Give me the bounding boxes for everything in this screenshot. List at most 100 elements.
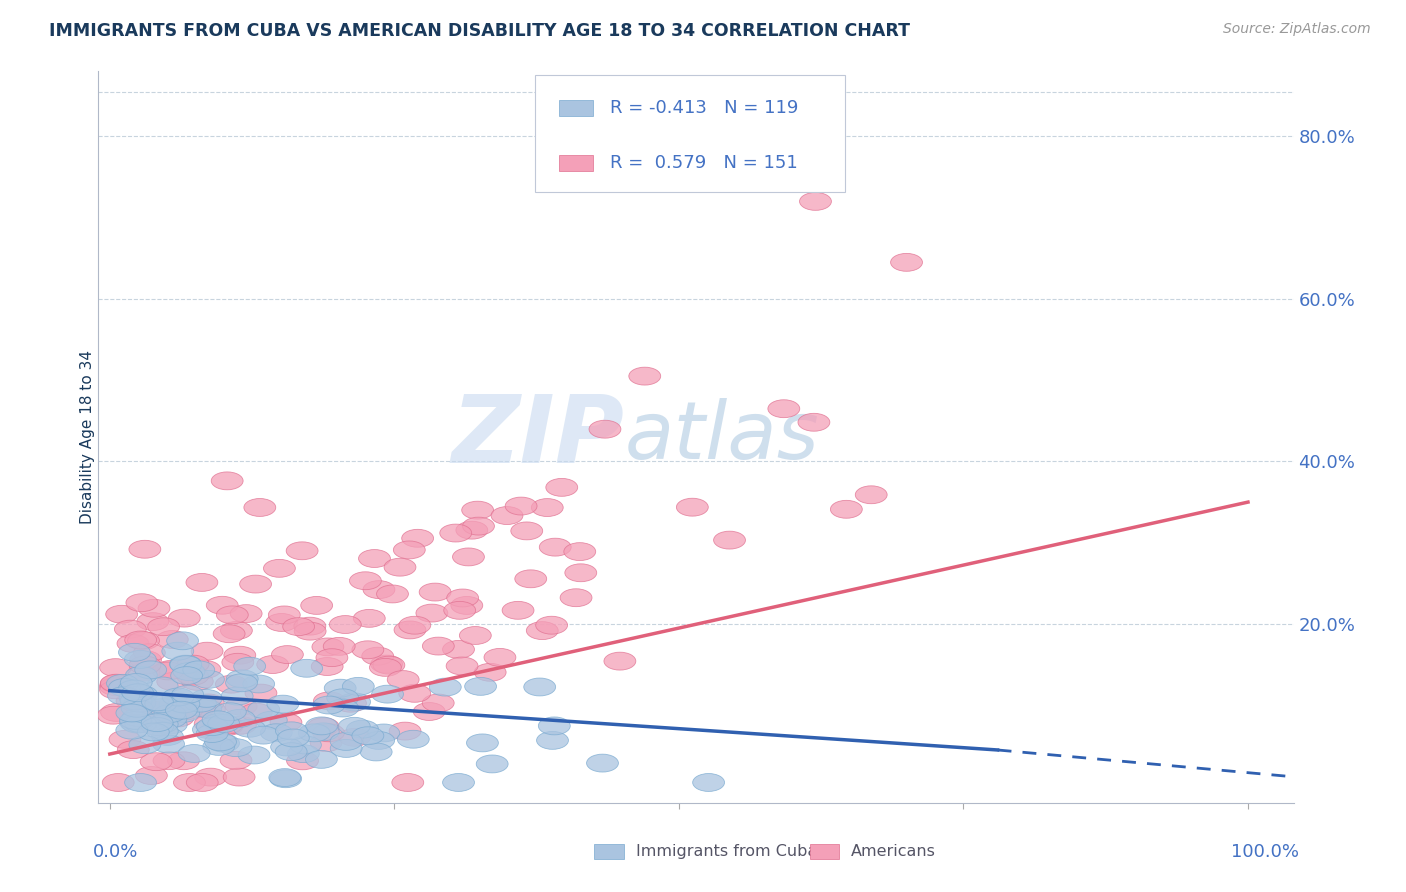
Ellipse shape <box>800 193 831 211</box>
Ellipse shape <box>97 706 129 724</box>
Ellipse shape <box>502 601 534 619</box>
Ellipse shape <box>402 529 433 547</box>
Ellipse shape <box>125 631 156 648</box>
Ellipse shape <box>208 714 239 732</box>
Ellipse shape <box>221 751 252 769</box>
Ellipse shape <box>287 752 319 770</box>
Ellipse shape <box>474 664 506 681</box>
Ellipse shape <box>440 524 471 542</box>
Ellipse shape <box>141 714 173 731</box>
Ellipse shape <box>118 643 150 661</box>
Ellipse shape <box>799 413 830 431</box>
Ellipse shape <box>222 653 253 671</box>
Ellipse shape <box>100 674 132 693</box>
Ellipse shape <box>224 646 256 665</box>
Ellipse shape <box>125 714 156 732</box>
Ellipse shape <box>416 604 447 622</box>
Ellipse shape <box>330 732 361 750</box>
Ellipse shape <box>117 692 148 710</box>
Ellipse shape <box>217 606 249 624</box>
Ellipse shape <box>221 622 252 640</box>
Ellipse shape <box>464 677 496 696</box>
Ellipse shape <box>294 623 326 640</box>
Ellipse shape <box>352 640 384 658</box>
Ellipse shape <box>129 651 162 669</box>
Ellipse shape <box>546 478 578 496</box>
Ellipse shape <box>256 711 287 730</box>
Ellipse shape <box>855 486 887 504</box>
FancyBboxPatch shape <box>558 154 593 171</box>
Ellipse shape <box>226 670 259 688</box>
Ellipse shape <box>335 694 367 712</box>
Ellipse shape <box>105 606 138 624</box>
Ellipse shape <box>605 652 636 670</box>
Ellipse shape <box>565 564 596 582</box>
Ellipse shape <box>270 714 302 731</box>
Ellipse shape <box>263 559 295 577</box>
Ellipse shape <box>270 770 302 788</box>
Ellipse shape <box>108 687 139 705</box>
Ellipse shape <box>194 714 226 732</box>
Ellipse shape <box>118 680 150 698</box>
Ellipse shape <box>308 718 339 736</box>
Text: IMMIGRANTS FROM CUBA VS AMERICAN DISABILITY AGE 18 TO 34 CORRELATION CHART: IMMIGRANTS FROM CUBA VS AMERICAN DISABIL… <box>49 22 910 40</box>
Text: Americans: Americans <box>852 845 936 859</box>
Ellipse shape <box>184 698 215 716</box>
Ellipse shape <box>373 657 405 674</box>
Ellipse shape <box>329 615 361 633</box>
Ellipse shape <box>125 773 156 791</box>
Ellipse shape <box>148 698 179 716</box>
Ellipse shape <box>224 709 254 727</box>
Ellipse shape <box>311 734 342 752</box>
Ellipse shape <box>363 731 395 749</box>
Ellipse shape <box>190 690 222 707</box>
Ellipse shape <box>233 657 266 675</box>
Ellipse shape <box>167 695 200 713</box>
Ellipse shape <box>515 570 547 588</box>
Ellipse shape <box>271 738 302 756</box>
Ellipse shape <box>135 661 167 679</box>
Ellipse shape <box>207 597 238 615</box>
Ellipse shape <box>564 542 596 560</box>
Ellipse shape <box>141 753 172 771</box>
Ellipse shape <box>536 616 568 634</box>
Ellipse shape <box>676 499 709 516</box>
Ellipse shape <box>211 716 243 734</box>
Ellipse shape <box>693 773 724 791</box>
Ellipse shape <box>181 673 214 690</box>
Ellipse shape <box>194 700 225 718</box>
Ellipse shape <box>167 632 198 649</box>
Ellipse shape <box>389 723 420 740</box>
Ellipse shape <box>233 719 266 737</box>
Ellipse shape <box>238 746 270 764</box>
Ellipse shape <box>214 624 245 642</box>
Ellipse shape <box>271 646 304 664</box>
Ellipse shape <box>463 517 495 535</box>
Text: 0.0%: 0.0% <box>93 843 138 861</box>
Ellipse shape <box>312 723 344 742</box>
Ellipse shape <box>157 673 188 690</box>
Ellipse shape <box>339 693 371 711</box>
Ellipse shape <box>129 736 160 754</box>
Ellipse shape <box>311 657 343 675</box>
Ellipse shape <box>243 499 276 516</box>
Ellipse shape <box>155 660 187 679</box>
Ellipse shape <box>107 674 138 692</box>
Ellipse shape <box>166 701 197 719</box>
Ellipse shape <box>153 735 184 753</box>
Ellipse shape <box>287 541 318 560</box>
Ellipse shape <box>461 501 494 519</box>
Ellipse shape <box>443 773 474 791</box>
Ellipse shape <box>443 640 474 658</box>
Ellipse shape <box>314 692 346 710</box>
Ellipse shape <box>360 743 392 761</box>
Ellipse shape <box>540 538 571 556</box>
Ellipse shape <box>524 678 555 696</box>
Ellipse shape <box>138 723 169 741</box>
Ellipse shape <box>100 674 132 692</box>
Text: Source: ZipAtlas.com: Source: ZipAtlas.com <box>1223 22 1371 37</box>
Ellipse shape <box>269 769 301 787</box>
Ellipse shape <box>330 739 363 757</box>
Ellipse shape <box>145 695 177 713</box>
Ellipse shape <box>202 738 235 756</box>
